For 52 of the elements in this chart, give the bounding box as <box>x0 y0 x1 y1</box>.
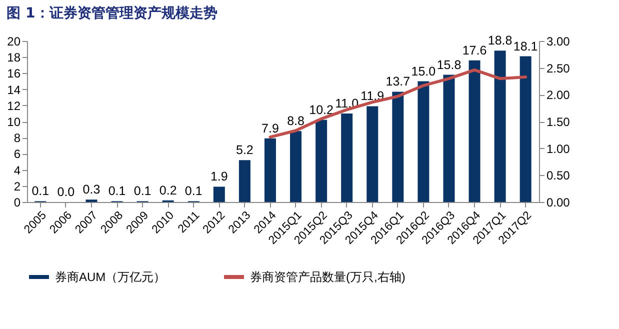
bar <box>264 138 276 202</box>
bar <box>341 113 353 202</box>
data-label: 0.1 <box>32 184 50 198</box>
y-tick-label: 18 <box>7 50 21 65</box>
data-label: 0.1 <box>184 184 202 198</box>
data-label: 0.1 <box>134 184 152 198</box>
bar <box>418 81 430 202</box>
y-tick-label: 14 <box>7 82 21 97</box>
bar <box>238 160 250 202</box>
y-tick-label: 10 <box>7 115 21 129</box>
legend-label: 券商AUM（万亿元） <box>55 270 166 284</box>
bar <box>468 60 480 202</box>
y-tick-label: 6 <box>14 147 21 162</box>
data-label: 0.3 <box>82 182 100 197</box>
y-tick-label: 16 <box>7 66 21 81</box>
data-label: 7.9 <box>262 121 279 136</box>
data-label: 5.2 <box>236 143 254 158</box>
bar <box>213 186 225 202</box>
data-label: 15.8 <box>436 58 462 72</box>
data-label: 0.2 <box>159 183 177 198</box>
y-tick-label: 20 <box>7 34 21 48</box>
bar <box>316 120 328 202</box>
y2-tick-label: 2.00 <box>546 88 570 102</box>
bar <box>494 50 506 202</box>
data-label: 10.2 <box>309 102 334 117</box>
bar <box>392 92 404 202</box>
bar <box>443 74 455 202</box>
bar <box>290 131 302 202</box>
y2-tick-label: 0.00 <box>546 196 570 210</box>
y-tick-label: 8 <box>14 131 21 146</box>
y2-tick-label: 1.50 <box>546 115 570 129</box>
legend-label: 券商资管产品数量(万只,右轴) <box>250 270 406 284</box>
bar <box>520 56 532 202</box>
y-tick-label: 4 <box>14 163 21 178</box>
y2-tick-label: 0.50 <box>546 168 570 183</box>
y2-tick-label: 1.00 <box>546 142 570 156</box>
y-tick-label: 0 <box>14 196 21 210</box>
data-label: 0.0 <box>57 185 75 199</box>
data-label: 18.1 <box>513 39 538 54</box>
data-label: 18.8 <box>488 34 512 48</box>
data-label: 1.9 <box>210 170 228 184</box>
bar <box>366 106 378 202</box>
y2-tick-label: 3.00 <box>546 34 570 48</box>
y-tick-label: 12 <box>7 98 21 113</box>
data-label: 8.8 <box>287 114 304 128</box>
chart-title: 图 1：证券资管管理资产规模走势 <box>6 4 218 22</box>
data-label: 13.7 <box>386 74 410 89</box>
data-label: 17.6 <box>462 43 487 58</box>
data-label: 0.1 <box>108 184 126 198</box>
y-tick-label: 2 <box>14 179 21 194</box>
data-label: 15.0 <box>411 64 436 78</box>
y2-tick-label: 2.50 <box>546 61 570 76</box>
